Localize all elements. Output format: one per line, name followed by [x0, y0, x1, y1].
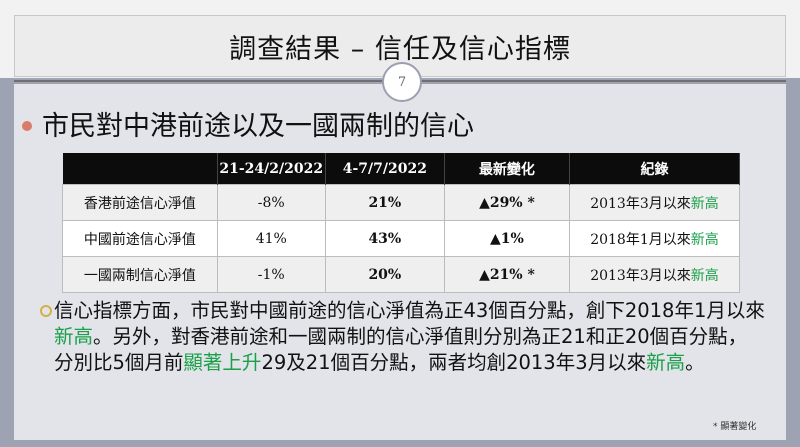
header-period-1: 21-24/2/2022 — [217, 153, 326, 185]
para-text-2: 。另外，對香港前途和一國兩制的信心淨值則分別為正21和正20個百分點，分別比5個… — [54, 325, 748, 374]
record-highlight: 新高 — [690, 267, 719, 284]
para-highlight-1: 新高 — [54, 325, 94, 348]
page-number: 7 — [382, 62, 422, 102]
record-prefix: 2018年1月以來 — [590, 231, 691, 248]
record-prefix: 2013年3月以來 — [590, 267, 691, 284]
cell-change: ▲1% — [443, 220, 570, 257]
header-change: 最新變化 — [444, 153, 570, 185]
cell-change: ▲21% * — [443, 256, 570, 293]
heading-text: 市民對中港前途以及一國兩制的信心 — [42, 111, 474, 142]
confidence-table: 21-24/2/2022 4-7/7/2022 最新變化 紀錄 香港前途信心淨值… — [62, 153, 741, 293]
cell-period-2: 43% — [324, 220, 445, 257]
table-header-row: 21-24/2/2022 4-7/7/2022 最新變化 紀錄 — [62, 153, 741, 185]
cell-period-2: 21% — [324, 184, 445, 221]
cell-record: 2013年3月以來新高 — [568, 184, 741, 221]
footnote: * 顯著變化 — [713, 422, 757, 432]
section-heading: 市民對中港前途以及一國兩制的信心 — [22, 104, 474, 143]
cell-record: 2013年3月以來新高 — [568, 256, 741, 293]
row-label: 一國兩制信心淨值 — [62, 256, 218, 293]
table-row: 香港前途信心淨值 -8% 21% ▲29% * 2013年3月以來新高 — [62, 184, 741, 221]
record-highlight: 新高 — [690, 231, 719, 248]
record-prefix: 2013年3月以來 — [590, 195, 691, 212]
para-highlight-2: 顯著上升 — [183, 351, 262, 374]
title-box: 調查結果 – 信任及信心指標 — [14, 15, 786, 77]
table-row: 中國前途信心淨值 41% 43% ▲1% 2018年1月以來新高 — [62, 220, 741, 257]
header-period-2: 4-7/7/2022 — [325, 153, 445, 185]
cell-record: 2018年1月以來新高 — [568, 220, 741, 257]
summary-paragraph: 信心指標方面，市民對中國前途的信心淨值為正43個百分點，創下2018年1月以來新… — [40, 298, 766, 376]
cell-period-1: -8% — [216, 184, 326, 221]
slide-title: 調查結果 – 信任及信心指標 — [229, 33, 571, 65]
record-highlight: 新高 — [690, 195, 719, 212]
row-label: 中國前途信心淨值 — [62, 220, 218, 257]
ring-bullet-icon — [40, 305, 52, 317]
header-label — [62, 153, 218, 185]
cell-change: ▲29% * — [443, 184, 570, 221]
table-row: 一國兩制信心淨值 -1% 20% ▲21% * 2013年3月以來新高 — [62, 256, 741, 293]
para-highlight-3: 新高 — [646, 351, 686, 374]
bullet-dot-icon — [22, 120, 32, 131]
row-label: 香港前途信心淨值 — [62, 184, 218, 221]
header-record: 紀錄 — [569, 153, 741, 185]
para-text-3: 29及21個百分點，兩者均創2013年3月以來 — [261, 351, 647, 374]
cell-period-2: 20% — [324, 256, 445, 293]
para-text-1: 信心指標方面，市民對中國前途的信心淨值為正43個百分點，創下2018年1月以來 — [54, 299, 765, 322]
cell-period-1: 41% — [216, 220, 326, 257]
cell-period-1: -1% — [216, 256, 326, 293]
para-text-4: 。 — [685, 351, 705, 374]
